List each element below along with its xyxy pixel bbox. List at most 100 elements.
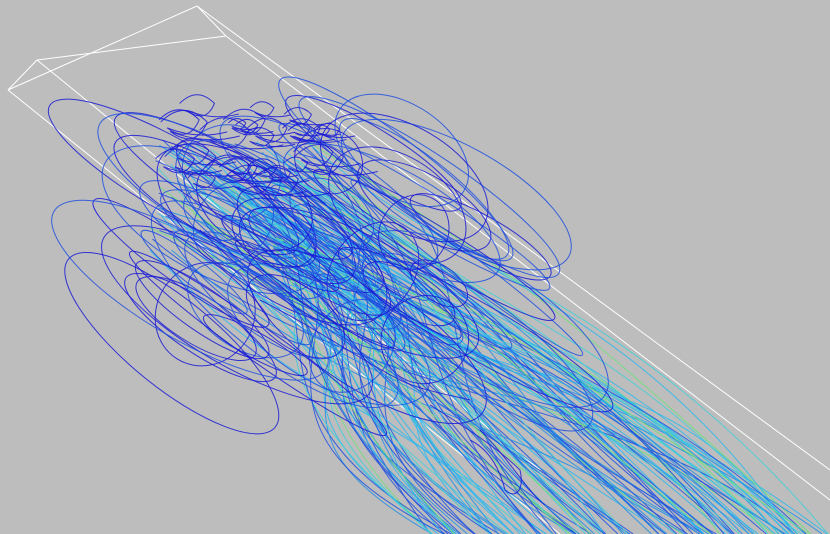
swirl-streamline bbox=[294, 144, 378, 176]
stray-streamline bbox=[199, 229, 341, 331]
streamline bbox=[191, 168, 717, 534]
recirculation-loop bbox=[187, 262, 304, 359]
streamline bbox=[275, 179, 704, 534]
recirculation-loop bbox=[341, 118, 572, 271]
recirculation-loop bbox=[202, 314, 308, 377]
swirl-streamline bbox=[247, 117, 315, 144]
recirculation-loop bbox=[328, 146, 467, 265]
recirculation-loop bbox=[292, 204, 464, 346]
recirculation-loop bbox=[313, 169, 556, 321]
streamline bbox=[164, 151, 601, 534]
swirl-streamline bbox=[243, 127, 296, 148]
stray-streamline bbox=[429, 404, 522, 495]
recirculation-loop bbox=[245, 274, 346, 359]
stray-streamline bbox=[259, 299, 471, 401]
bounding-box-edge bbox=[7, 5, 198, 91]
bounding-box-edge bbox=[196, 5, 830, 471]
swirl-streamline bbox=[187, 170, 235, 189]
swirl-streamline bbox=[224, 164, 308, 196]
streamline bbox=[210, 256, 727, 534]
streamline bbox=[307, 140, 812, 534]
swirl-streamline bbox=[155, 148, 223, 175]
streamline bbox=[298, 145, 538, 534]
streamline bbox=[152, 238, 795, 534]
streamline bbox=[225, 172, 490, 534]
streamline bbox=[299, 187, 525, 534]
recirculation-loop bbox=[308, 299, 396, 393]
recirculation-loop bbox=[339, 118, 510, 260]
bounding-box-edge bbox=[196, 5, 227, 37]
streamline bbox=[315, 189, 629, 534]
swirl-streamline bbox=[249, 101, 291, 118]
recirculation-loop bbox=[409, 193, 552, 281]
recirculation-loop bbox=[184, 231, 344, 360]
recirculation-loop bbox=[51, 199, 329, 381]
recirculation-loop bbox=[278, 122, 551, 291]
bounding-box-edge bbox=[225, 35, 830, 501]
bounding-box-edge bbox=[36, 35, 227, 61]
streamline bbox=[209, 226, 627, 534]
recirculation-loop bbox=[320, 112, 489, 243]
streamline bbox=[287, 256, 492, 534]
streamline bbox=[195, 166, 514, 534]
recirculation-loop bbox=[410, 259, 468, 308]
swirl-streamline bbox=[164, 143, 253, 177]
recirculation-loop bbox=[124, 273, 277, 383]
swirl-streamline bbox=[283, 106, 331, 126]
swirl-streamline bbox=[247, 158, 299, 179]
recirculation-loop bbox=[247, 164, 462, 340]
recirculation-loop bbox=[271, 184, 513, 350]
swirl-streamline bbox=[179, 94, 239, 118]
swirl-streamline bbox=[205, 154, 283, 184]
recirculation-loop bbox=[128, 250, 388, 437]
swirl-streamline bbox=[283, 156, 325, 173]
recirculation-loop bbox=[361, 252, 594, 432]
streamline bbox=[307, 142, 795, 534]
recirculation-loop bbox=[358, 230, 609, 408]
streamline bbox=[255, 218, 443, 534]
streamlines-group bbox=[47, 76, 829, 534]
swirl-streamline bbox=[228, 118, 259, 130]
recirculation-loop bbox=[350, 179, 584, 357]
swirl-streamline bbox=[169, 140, 237, 166]
streamline bbox=[280, 207, 754, 534]
swirl-streamline bbox=[222, 108, 295, 137]
recirculation-loop bbox=[247, 249, 487, 425]
recirculation-loop bbox=[101, 225, 373, 405]
streamline bbox=[250, 160, 784, 534]
streamline bbox=[186, 183, 779, 534]
streamline bbox=[264, 213, 595, 534]
streamline bbox=[170, 164, 606, 534]
streamline bbox=[257, 244, 798, 534]
recirculation-loop bbox=[192, 179, 274, 264]
swirl-streamline bbox=[218, 157, 284, 182]
recirculation-loop bbox=[338, 246, 614, 413]
swirl-streamline bbox=[293, 141, 361, 168]
recirculation-loop bbox=[154, 262, 256, 367]
streamline bbox=[226, 183, 740, 534]
recirculation-loop bbox=[64, 252, 280, 435]
bounding-box-edge bbox=[7, 89, 561, 534]
streamline bbox=[265, 209, 807, 534]
swirl-streamline bbox=[199, 117, 284, 150]
streamline bbox=[218, 214, 452, 534]
recirculation-loop bbox=[238, 206, 480, 359]
recirculation-loop bbox=[231, 197, 317, 269]
bounding-box-edge bbox=[7, 59, 38, 91]
recirculation-loop bbox=[298, 96, 561, 279]
swirl-streamline bbox=[235, 118, 274, 134]
swirl-streamline bbox=[158, 109, 228, 136]
streamline bbox=[171, 249, 701, 534]
swirl-streamline bbox=[224, 158, 267, 175]
recirculation-loop bbox=[326, 221, 420, 321]
recirculation-loop bbox=[314, 273, 406, 352]
stray-streamline bbox=[479, 429, 546, 506]
streamline bbox=[149, 227, 591, 534]
recirculation-loop bbox=[140, 229, 248, 315]
streamline bbox=[264, 163, 433, 534]
recirculation-loop bbox=[278, 76, 514, 262]
recirculation-loop bbox=[227, 263, 431, 406]
streamline bbox=[233, 243, 705, 534]
